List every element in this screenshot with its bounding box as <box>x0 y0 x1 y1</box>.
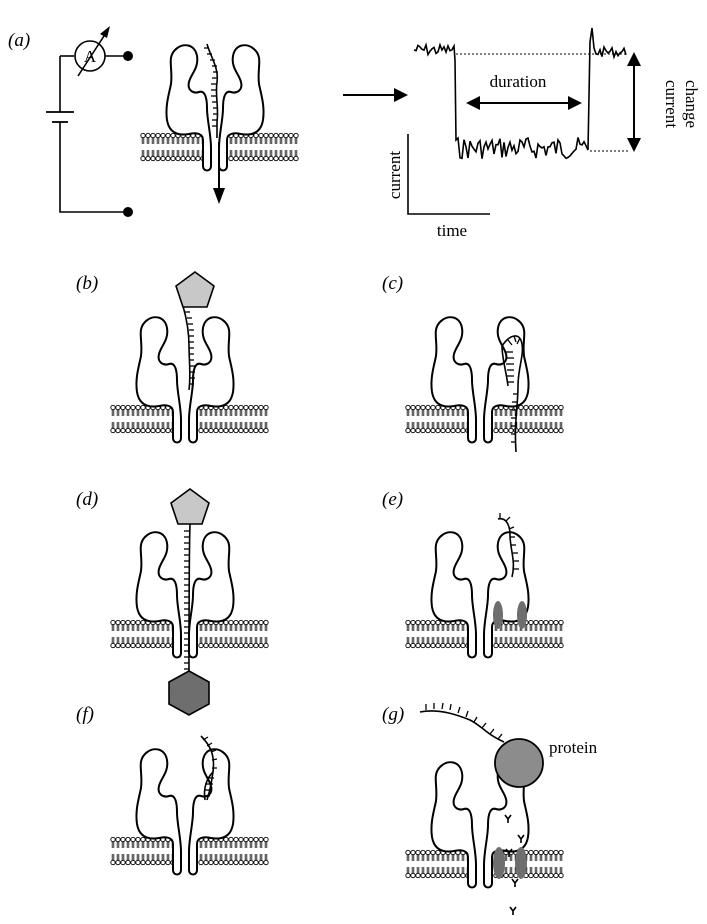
panel-label-g: (g) <box>382 704 404 725</box>
electrode-bottom <box>123 207 133 217</box>
current-trace-line <box>413 27 627 160</box>
pore-b <box>111 271 268 443</box>
free-nucleotides <box>504 814 525 915</box>
constriction-right <box>515 847 527 879</box>
current-change-arrowhead-up-icon <box>627 52 641 66</box>
pore-c <box>406 317 563 453</box>
strand-e <box>497 517 515 578</box>
pore-e <box>406 513 563 658</box>
pentagon-cap-icon <box>170 488 210 525</box>
strand-g-bases <box>425 702 503 740</box>
protein-label: protein <box>549 738 598 757</box>
strand-c-bases <box>505 335 521 443</box>
electrode-top <box>123 51 133 61</box>
strand-c-hairpin <box>501 345 509 387</box>
duration-label: duration <box>490 72 547 91</box>
panel-d-letter: d <box>82 489 92 510</box>
current-change-label-line1: current <box>662 80 681 128</box>
panel-label-b: (b) <box>76 273 98 294</box>
current-change-arrowhead-down-icon <box>627 138 641 152</box>
pentagon-cap-icon <box>175 271 215 308</box>
strand-f-bases <box>202 736 218 797</box>
protein-icon <box>494 738 544 788</box>
x-axis-label: time <box>437 221 467 240</box>
current-change-label-line2: change <box>682 80 701 128</box>
constriction-left <box>493 847 505 879</box>
wire-left-bottom <box>59 122 126 213</box>
panel-label-f: (f) <box>76 704 94 725</box>
strand-a-bases <box>204 47 218 127</box>
panel-label-a: (a) <box>8 30 30 51</box>
panel-g: protein <box>406 702 598 915</box>
circuit: A <box>46 26 133 217</box>
pore-d <box>111 488 268 716</box>
panel-label-d: (d) <box>76 489 98 510</box>
strand-b-bases <box>185 311 195 385</box>
strand-d <box>188 523 191 674</box>
process-arrowhead-icon <box>394 88 408 102</box>
trace-axes <box>407 134 490 215</box>
pore-a <box>141 43 298 204</box>
panel-g-letter: g <box>388 704 398 725</box>
panel-a: A <box>46 26 701 240</box>
constriction-right <box>517 601 527 629</box>
pore-g <box>406 762 563 915</box>
panel-a-letter: a <box>14 30 24 51</box>
strand-g <box>419 710 505 743</box>
panel-label-e: (e) <box>382 489 403 510</box>
ammeter-needle <box>77 35 105 77</box>
panel-b-letter: b <box>82 273 92 294</box>
panel-label-c: (c) <box>382 273 403 294</box>
y-axis-label: current <box>385 151 404 199</box>
hexagon-anchor-icon <box>168 670 210 716</box>
panel-c-letter: c <box>388 273 397 294</box>
duration-arrowhead-right-icon <box>568 96 582 110</box>
constriction-left <box>493 601 503 629</box>
strand-d-bases <box>184 530 189 670</box>
ammeter-arrowhead-icon <box>100 26 110 38</box>
panel-e-letter: e <box>388 489 396 510</box>
translocation-arrowhead-icon <box>213 188 225 204</box>
duration-arrowhead-left-icon <box>466 96 480 110</box>
strand-b <box>182 305 191 391</box>
current-trace: duration current change current time <box>385 27 701 240</box>
panel-f-letter: f <box>82 704 90 725</box>
pore-f <box>111 735 268 875</box>
strand-e-bases <box>499 513 519 570</box>
